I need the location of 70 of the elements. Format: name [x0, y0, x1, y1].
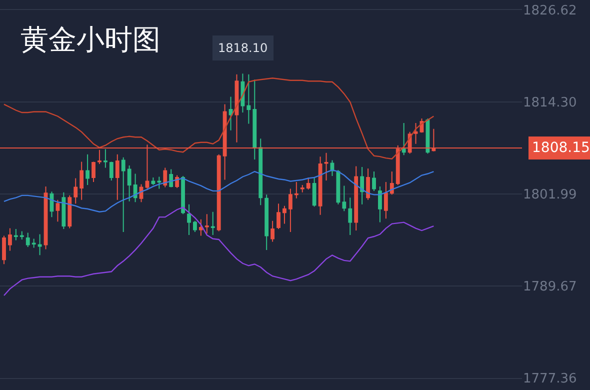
- candlestick: [384, 181, 388, 220]
- candlestick: [121, 156, 126, 233]
- candlestick: [216, 154, 221, 232]
- candlestick: [378, 186, 382, 223]
- candlestick: [318, 156, 322, 216]
- candlestick: [372, 171, 376, 192]
- candlestick: [228, 96, 233, 131]
- candlestick: [402, 122, 406, 156]
- candlestick: [62, 192, 66, 230]
- candlestick: [258, 138, 263, 206]
- candlestick: [210, 211, 215, 236]
- y-tick-label: 1801.99: [523, 188, 577, 203]
- candlestick: [32, 238, 36, 248]
- candlestick: [288, 188, 292, 233]
- y-tick-label: 1777.36: [523, 372, 577, 387]
- candlestick: [342, 185, 346, 212]
- candlestick: [109, 161, 114, 181]
- candlestick: [276, 203, 280, 230]
- candlestick: [14, 228, 18, 241]
- ref-line-label: 1808.15: [532, 140, 590, 156]
- annotation: 1818.10: [218, 41, 268, 55]
- line-series: [3, 78, 434, 160]
- candlestick: [306, 176, 310, 190]
- candlestick: [115, 154, 120, 200]
- candlestick: [26, 232, 30, 248]
- candlestick: [68, 194, 72, 229]
- candlestick: [234, 74, 239, 143]
- y-tick-label: 1826.62: [523, 4, 577, 19]
- candlestick: [92, 161, 96, 182]
- candlestick: [181, 176, 185, 215]
- candlestick: [127, 165, 132, 202]
- line-series: [3, 169, 434, 212]
- candlestick: [8, 228, 12, 252]
- candlestick: [252, 79, 257, 160]
- candlestick: [193, 220, 197, 233]
- candlestick: [204, 214, 209, 234]
- candlestick: [270, 220, 275, 242]
- candlestick: [348, 197, 352, 236]
- y-tick-label: 1789.67: [523, 280, 577, 295]
- candlestick: [336, 170, 340, 205]
- line-series: [3, 206, 434, 296]
- candlestick: [163, 167, 168, 188]
- candlestick: [86, 154, 90, 186]
- candlestick: [103, 148, 108, 168]
- candlestick: [294, 181, 298, 199]
- candlestick: [20, 230, 24, 240]
- candlestick: [74, 178, 78, 204]
- y-tick-label: 1814.30: [523, 96, 577, 111]
- candlestick: [2, 235, 6, 265]
- text: 黄金小时图: [20, 22, 161, 56]
- candlestick: [56, 199, 60, 222]
- candlestick: [312, 176, 316, 208]
- candlestick: [157, 176, 162, 190]
- candlestick: [360, 166, 364, 205]
- candlestick: [354, 166, 358, 232]
- candlestick: [264, 194, 269, 250]
- candlestick: [300, 184, 304, 193]
- candlestick: [324, 152, 328, 181]
- candlestick: [80, 161, 84, 200]
- candlestick: [169, 168, 174, 188]
- candlestick: [151, 176, 156, 186]
- candlestick: [282, 205, 286, 224]
- candlestick: [133, 173, 138, 203]
- candlestick: [198, 218, 203, 236]
- candlestick: [38, 234, 42, 256]
- candlestick: [246, 74, 251, 124]
- candlestick: [390, 171, 394, 196]
- candlestick: [414, 122, 418, 144]
- candlestick: [187, 204, 191, 236]
- candlestick: [366, 168, 370, 200]
